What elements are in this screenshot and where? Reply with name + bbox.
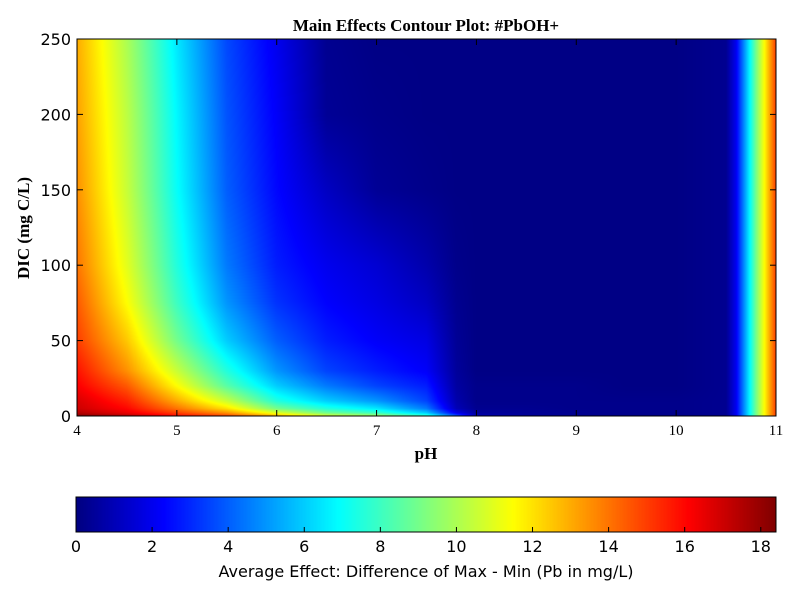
colorbar-tick-label: 18 bbox=[751, 537, 771, 556]
colorbar-tick-label: 12 bbox=[522, 537, 542, 556]
x-tick-label: 9 bbox=[573, 423, 581, 439]
x-tick-label: 11 bbox=[769, 423, 783, 439]
colorbar: 0 2 4 6 8 10 12 14 16 18 Average Effect: Differen… bbox=[71, 496, 777, 581]
chart-title: Main Effects Contour Plot: #PbOH+ bbox=[293, 16, 559, 35]
y-tick-label: 150 bbox=[40, 181, 71, 200]
colorbar-tick-label: 4 bbox=[223, 537, 233, 556]
x-axis: 4 5 6 7 8 9 10 11 bbox=[73, 39, 783, 439]
plot-area bbox=[76, 38, 777, 417]
y-tick-label: 0 bbox=[61, 407, 71, 426]
x-tick-label: 6 bbox=[273, 423, 281, 439]
colorbar-tick-label: 14 bbox=[598, 537, 618, 556]
plot-frame bbox=[76, 38, 777, 417]
colorbar-frame bbox=[75, 496, 777, 533]
y-tick-label: 200 bbox=[40, 105, 71, 124]
contour-heatmap bbox=[77, 39, 776, 416]
y-tick-label: 250 bbox=[40, 30, 71, 49]
y-axis-label: DIC (mg C/L) bbox=[14, 177, 33, 279]
colorbar-ticks: 0 2 4 6 8 10 12 14 16 18 bbox=[71, 527, 771, 556]
x-tick-label: 7 bbox=[373, 423, 381, 439]
colorbar-gradient bbox=[76, 497, 776, 532]
x-tick-label: 4 bbox=[73, 423, 81, 439]
colorbar-tick-label: 10 bbox=[446, 537, 466, 556]
colorbar-tick-label: 2 bbox=[147, 537, 157, 556]
x-axis-label: pH bbox=[415, 444, 438, 463]
x-tick-label: 10 bbox=[669, 423, 684, 439]
y-tick-label: 100 bbox=[40, 256, 71, 275]
colorbar-tick-label: 16 bbox=[675, 537, 695, 556]
colorbar-label: Average Effect: Difference of Max - Min … bbox=[219, 562, 634, 581]
x-tick-label: 8 bbox=[473, 423, 481, 439]
y-tick-label: 50 bbox=[51, 332, 71, 351]
x-tick-label: 5 bbox=[173, 423, 181, 439]
colorbar-tick-label: 8 bbox=[375, 537, 385, 556]
colorbar-tick-label: 6 bbox=[299, 537, 309, 556]
colorbar-tick-label: 0 bbox=[71, 537, 81, 556]
y-axis: 0 50 100 150 200 250 bbox=[40, 30, 776, 426]
